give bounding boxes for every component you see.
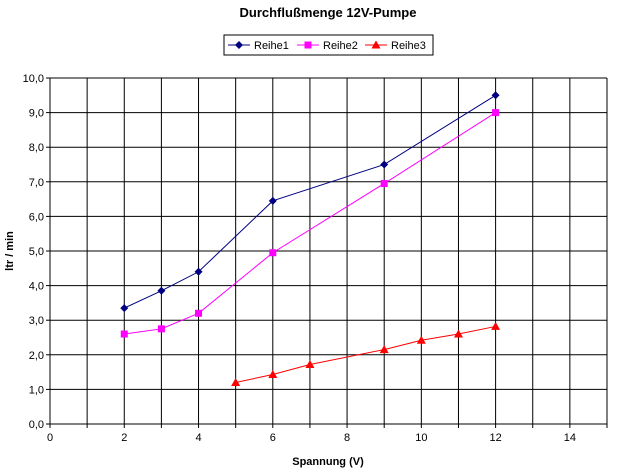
y-tick-label: 2,0	[29, 350, 44, 362]
point-reihe3	[379, 345, 389, 354]
y-tick-label: 6,0	[29, 211, 44, 223]
y-tick-label: 0,0	[29, 419, 44, 431]
y-tick-label: 4,0	[29, 281, 44, 293]
point-reihe2	[195, 309, 203, 317]
point-reihe1	[157, 286, 166, 295]
y-tick-label: 3,0	[29, 315, 44, 327]
point-reihe1	[120, 304, 129, 313]
y-tick-label: 8,0	[29, 142, 44, 154]
series-line-reihe2	[124, 112, 496, 335]
axes: 0 2 4 6 8 10 12 14 0,0 1,0 2,0 3,0 4,0 5,0 6,0 7,0 8,0 9,…	[23, 73, 608, 444]
point-reihe1	[491, 91, 500, 100]
legend: Reihe1 Reihe2 Reihe3	[223, 34, 434, 56]
x-axis-title: Spannung (V)	[292, 456, 364, 468]
point-reihe3	[453, 329, 463, 338]
y-tick-label: 7,0	[29, 177, 44, 189]
point-reihe2	[492, 109, 500, 117]
point-reihe3	[268, 370, 278, 379]
y-tick-label: 9,0	[29, 108, 44, 120]
point-reihe3	[305, 359, 315, 368]
x-tick-label: 0	[47, 432, 53, 444]
y-axis-title: ltr / min	[4, 231, 16, 271]
x-tick-label: 4	[195, 432, 201, 444]
legend-label-reihe1: Reihe1	[254, 40, 289, 52]
point-reihe1	[194, 267, 203, 276]
y-tick-label: 5,0	[29, 246, 44, 258]
x-tick-label: 14	[564, 432, 576, 444]
point-reihe1	[380, 160, 389, 169]
legend-label-reihe3: Reihe3	[391, 40, 426, 52]
y-tick-label: 1,0	[29, 384, 44, 396]
legend-marker-reihe2	[304, 41, 312, 49]
point-reihe2	[269, 249, 277, 257]
x-tick-label: 8	[344, 432, 350, 444]
legend-marker-reihe1	[235, 41, 243, 49]
series-layer	[120, 91, 501, 386]
point-reihe3	[416, 335, 426, 344]
y-tick-label: 10,0	[23, 73, 44, 85]
point-reihe3	[231, 377, 241, 386]
grid	[50, 77, 608, 424]
point-reihe2	[120, 330, 128, 338]
x-tick-label: 6	[270, 432, 276, 444]
x-tick-label: 12	[489, 432, 501, 444]
point-reihe2	[157, 325, 165, 333]
point-reihe3	[491, 321, 501, 330]
chart-title: Durchflußmenge 12V-Pumpe	[240, 5, 417, 20]
legend-marker-reihe3	[371, 40, 381, 49]
legend-box	[223, 34, 434, 56]
point-reihe1	[268, 196, 277, 205]
point-reihe2	[380, 180, 388, 188]
x-tick-label: 2	[121, 432, 127, 444]
legend-label-reihe2: Reihe2	[323, 40, 358, 52]
x-tick-label: 10	[415, 432, 427, 444]
series-line-reihe1	[124, 94, 496, 309]
